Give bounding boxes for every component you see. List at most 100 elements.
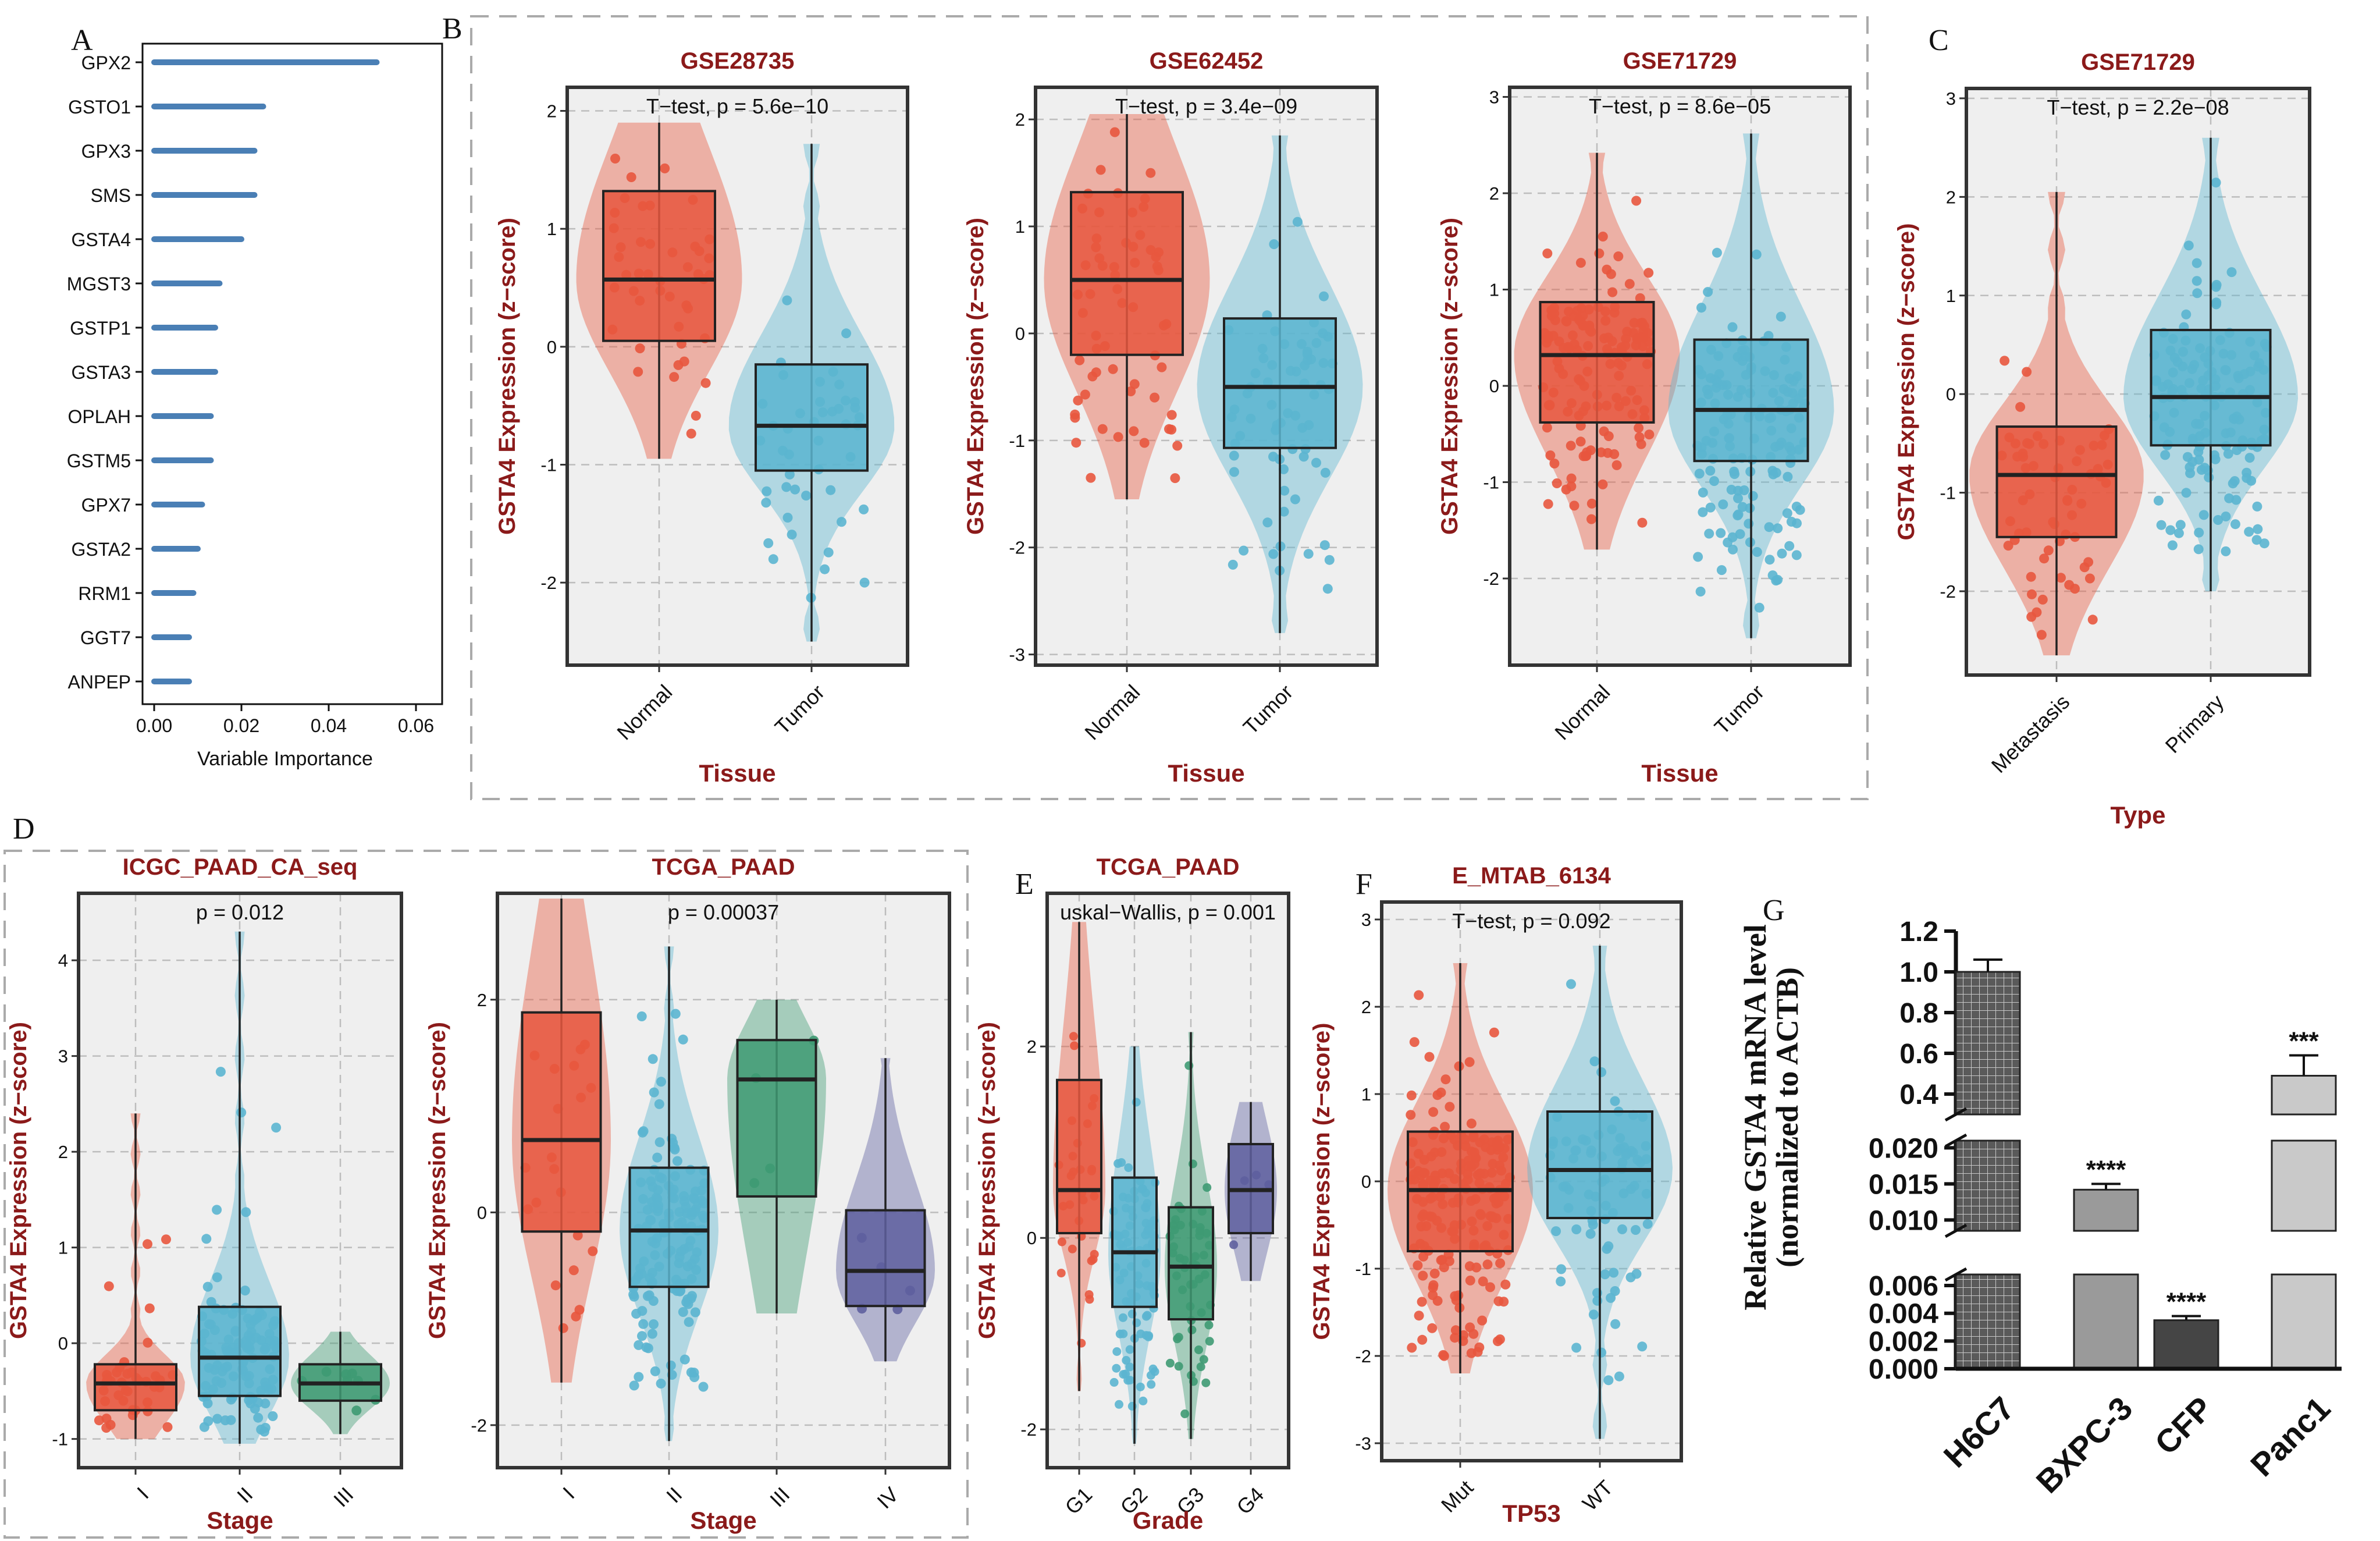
- x-tick-label-normal: Normal: [612, 680, 677, 744]
- data-point: [1086, 473, 1096, 483]
- data-point: [666, 1360, 676, 1370]
- group-g2: [1108, 1046, 1161, 1444]
- panel-letter-c: C: [1929, 24, 1949, 57]
- data-point: [1596, 1067, 1607, 1077]
- data-point: [1773, 523, 1783, 534]
- data-point: [638, 1319, 649, 1329]
- data-point: [1269, 239, 1279, 250]
- data-point: [1427, 1323, 1438, 1333]
- data-point: [1586, 514, 1596, 524]
- data-point: [253, 1412, 264, 1423]
- gene-label-gstm5: GSTM5: [67, 450, 131, 471]
- data-point: [143, 1239, 152, 1249]
- x-tick-label: 0.00: [136, 715, 172, 736]
- group-g4: [1225, 1102, 1277, 1281]
- data-point: [161, 1234, 171, 1245]
- data-point: [2194, 527, 2204, 538]
- data-point: [1125, 1362, 1134, 1372]
- data-point: [1413, 1260, 1423, 1270]
- y-axis-label-line2: (normalized to ACTB): [1770, 967, 1805, 1267]
- data-point: [1465, 1322, 1475, 1333]
- x-tick-label-primary: Primary: [2161, 690, 2229, 758]
- y-axis-label: GSTA4 Expression (z−score): [1894, 223, 1919, 541]
- data-point: [1406, 1110, 1416, 1120]
- data-point: [1566, 441, 1576, 451]
- data-point: [2213, 515, 2224, 525]
- data-point: [1126, 386, 1136, 396]
- data-point: [268, 1411, 278, 1421]
- data-point: [1613, 251, 1624, 261]
- data-point: [351, 1405, 362, 1416]
- data-point: [672, 1156, 682, 1166]
- y-tick-label: -3: [1009, 645, 1025, 665]
- data-point: [1429, 1268, 1440, 1279]
- box-tumor: [1693, 338, 1809, 463]
- panel-f: -3 -2 -1 0 1 2 3 Mut WT E_MTAB_6134 T−test, p = 0.…: [1309, 863, 1683, 1527]
- data-point: [1141, 1312, 1151, 1321]
- data-point: [654, 1137, 665, 1148]
- bar-panc1: [2271, 1075, 2337, 1116]
- data-point: [1709, 476, 1719, 487]
- data-point: [2193, 446, 2204, 457]
- data-point: [1121, 1369, 1130, 1379]
- x-axis-label: Tissue: [1168, 759, 1244, 787]
- data-point: [1549, 459, 1560, 468]
- data-point: [1776, 311, 1786, 322]
- data-point: [1080, 389, 1090, 400]
- data-point: [2037, 594, 2048, 605]
- data-point: [202, 1398, 213, 1408]
- data-point: [1115, 1400, 1123, 1409]
- data-point: [1129, 379, 1140, 389]
- gene-label-gpx2: GPX2: [81, 52, 131, 73]
- panel-letter-d: D: [13, 812, 35, 846]
- data-point: [199, 1422, 209, 1432]
- panel-letter-b: B: [442, 12, 463, 45]
- data-point: [1069, 1032, 1078, 1041]
- data-point: [1542, 422, 1552, 433]
- panel-title: ICGC_PAAD_CA_seq: [123, 854, 358, 880]
- data-point: [1698, 507, 1708, 517]
- y-axis-label: GSTA4 Expression (z−score): [963, 218, 988, 535]
- data-point: [820, 564, 830, 574]
- data-point: [1139, 1396, 1148, 1405]
- x-axis-label: Stage: [690, 1507, 756, 1534]
- group-i: [86, 1113, 185, 1439]
- data-point: [2173, 528, 2184, 538]
- data-point: [1118, 1313, 1127, 1322]
- data-point: [1602, 264, 1612, 275]
- box-ii: [628, 1166, 710, 1288]
- data-point: [104, 1281, 114, 1291]
- x-tick-label-iii: III: [329, 1482, 358, 1511]
- y-tick-label: 1: [547, 219, 557, 239]
- data-point: [1786, 517, 1796, 527]
- data-point: [1319, 540, 1330, 551]
- dashed-panel-frames: [3, 15, 1869, 1539]
- panel-g-bar-chart: 1.2 1.0 0.8 0.6 0.4 *** 0.020 0.015 0.010 **** 0.0…: [1738, 917, 2342, 1500]
- data-point: [1075, 355, 1085, 365]
- gene-label-gpx7: GPX7: [81, 495, 131, 516]
- data-point: [588, 1246, 598, 1256]
- data-point: [691, 410, 701, 421]
- data-point: [212, 1205, 222, 1215]
- data-point: [1428, 1290, 1438, 1300]
- data-point: [1599, 426, 1609, 436]
- data-point: [220, 1415, 230, 1426]
- y-tick-label: 1.0: [1899, 957, 1938, 988]
- data-point: [2221, 512, 2231, 521]
- data-point: [2084, 573, 2095, 584]
- group-normal: [576, 122, 742, 459]
- y-tick-label: 0.002: [1869, 1326, 1938, 1357]
- data-point: [626, 172, 636, 182]
- data-point: [2160, 450, 2171, 460]
- data-point: [2253, 524, 2263, 534]
- gene-label-gsta2: GSTA2: [71, 539, 131, 560]
- data-point: [2043, 545, 2054, 556]
- data-point: [2228, 478, 2238, 489]
- data-point: [1703, 287, 1713, 297]
- data-point: [1569, 500, 1579, 511]
- group-metastasis: [1969, 191, 2144, 656]
- x-tick-label-i: I: [132, 1482, 153, 1503]
- y-axis-label: GSTA4 Expression (z−score): [1437, 218, 1463, 535]
- data-point: [687, 1291, 697, 1301]
